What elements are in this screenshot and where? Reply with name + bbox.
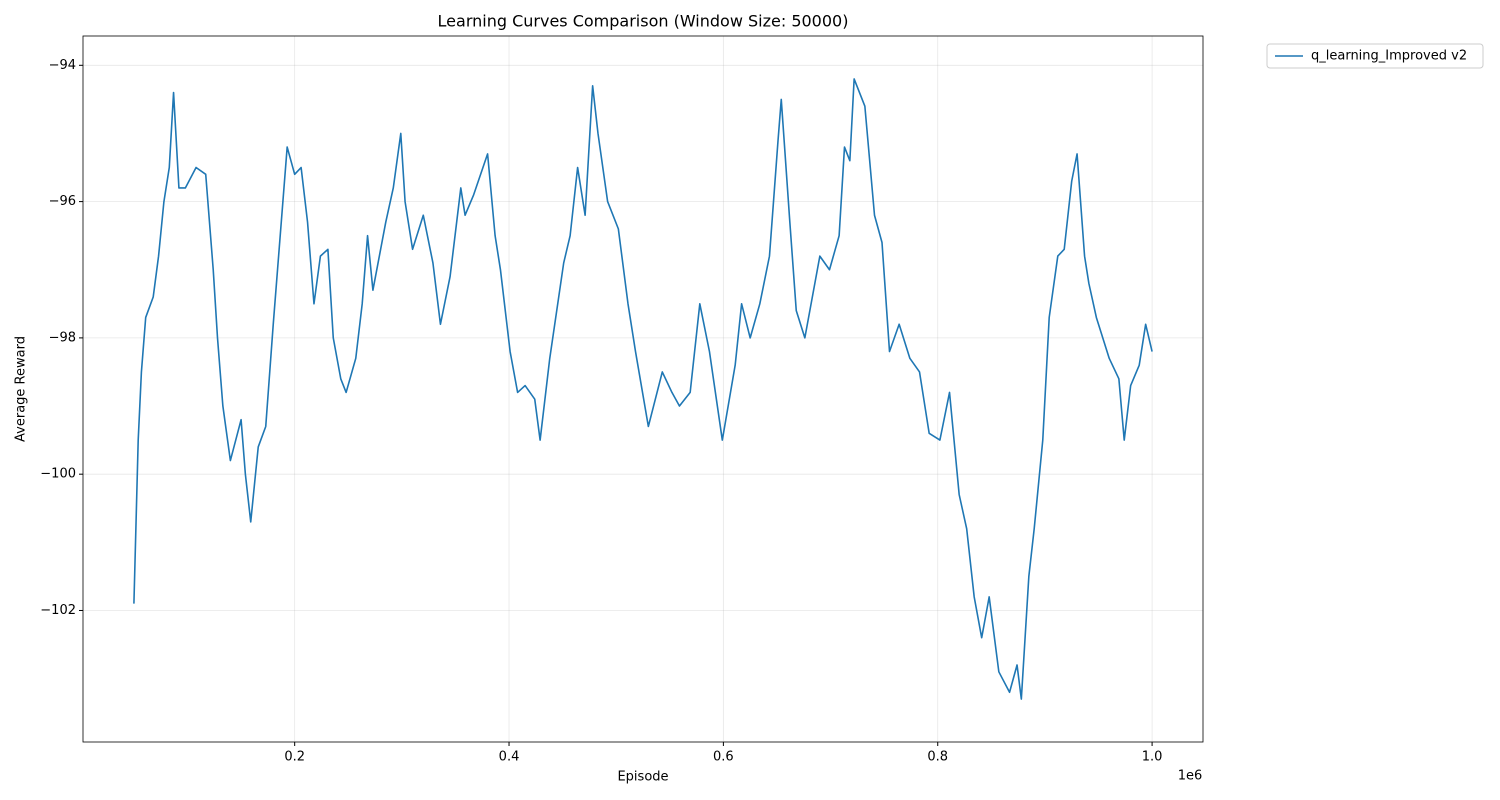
x-offset-label: 1e6 [1178, 769, 1203, 784]
x-axis-label: Episode [617, 770, 668, 785]
x-tick-label: 0.8 [927, 750, 948, 765]
chart-title: Learning Curves Comparison (Window Size:… [438, 12, 849, 31]
plot-frame [82, 35, 1204, 743]
legend-label: q_learning_Improved v2 [1311, 49, 1467, 64]
y-tick-label: −96 [49, 194, 76, 209]
data-line [133, 78, 1153, 700]
y-tick-label: −102 [40, 603, 76, 618]
y-tick-label: −100 [40, 467, 76, 482]
y-tick-label: −94 [49, 58, 76, 73]
x-tick-label: 1.0 [1142, 750, 1163, 765]
x-tick-label: 0.4 [499, 750, 520, 765]
y-axis-label: Average Reward [14, 336, 29, 442]
legend-box [1266, 43, 1484, 69]
x-tick-label: 0.6 [713, 750, 734, 765]
y-tick-label: −98 [49, 330, 76, 345]
x-tick-label: 0.2 [284, 750, 305, 765]
